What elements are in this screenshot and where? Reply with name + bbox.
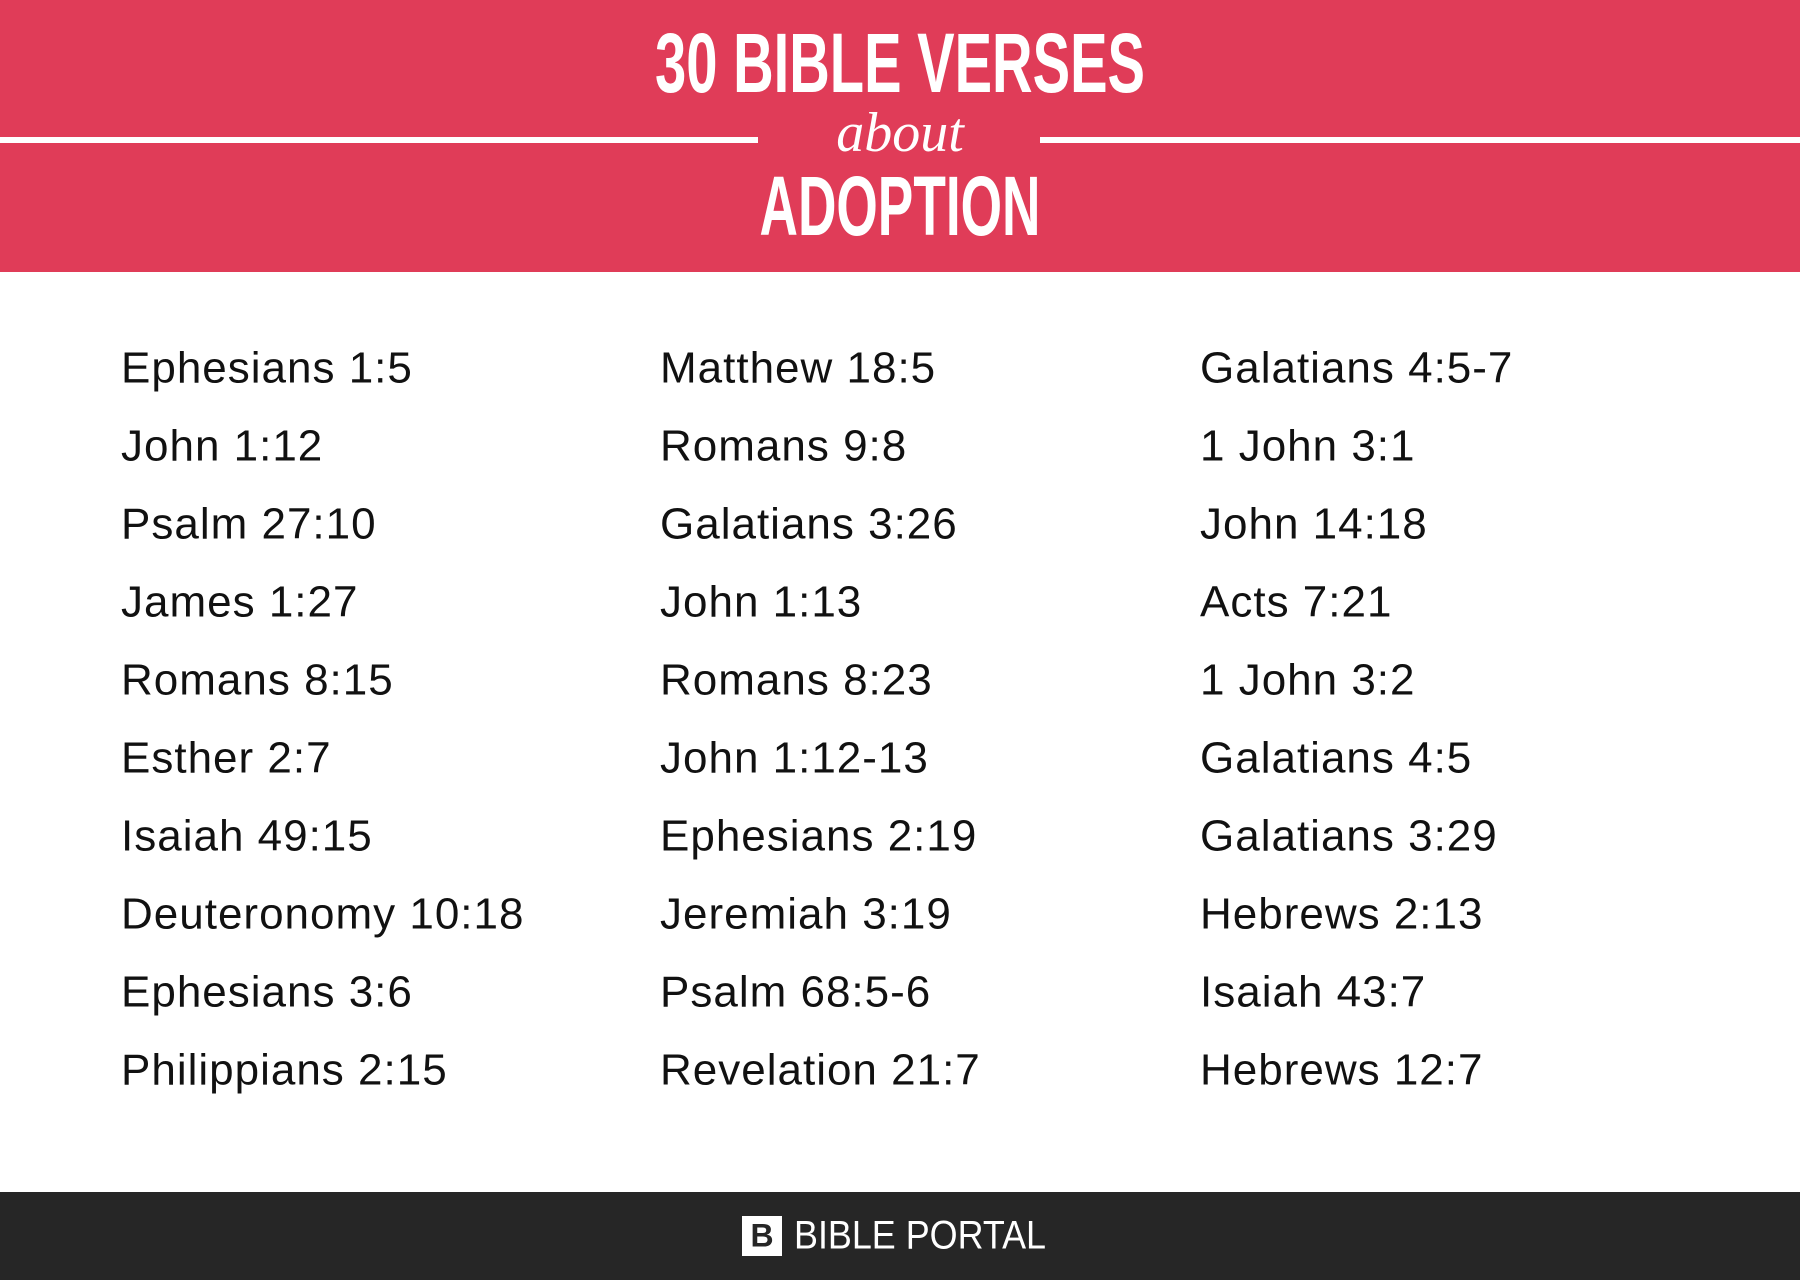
- verse-reference: Psalm 68:5-6: [660, 968, 931, 1017]
- subtitle: about: [836, 102, 965, 164]
- verse-reference: Ephesians 2:19: [660, 812, 977, 861]
- verse-reference: James 1:27: [121, 578, 358, 627]
- header-band: [0, 0, 1800, 272]
- verse-reference: Philippians 2:15: [121, 1046, 448, 1095]
- verse-lists: Ephesians 1:5 John 1:12 Psalm 27:10 James 1…: [121, 344, 1513, 1095]
- verse-reference: Jeremiah 3:19: [660, 890, 952, 939]
- footer-logo: B: [750, 1217, 773, 1253]
- verse-reference: Galatians 4:5: [1200, 734, 1472, 783]
- verse-reference: 1 John 3:2: [1200, 656, 1416, 705]
- verse-reference: John 1:12-13: [660, 734, 929, 783]
- verse-reference: Revelation 21:7: [660, 1046, 981, 1095]
- verse-reference: Hebrews 2:13: [1200, 890, 1483, 939]
- verse-reference: John 14:18: [1200, 500, 1428, 549]
- verse-reference: Romans 9:8: [660, 422, 907, 471]
- title: 30 BIBLE VERSES: [655, 16, 1145, 110]
- verse-reference: Ephesians 3:6: [121, 968, 413, 1017]
- verse-reference: Matthew 18:5: [660, 344, 936, 393]
- header-rule: [0, 137, 758, 143]
- topic: ADOPTION: [760, 159, 1041, 253]
- verse-reference: John 1:13: [660, 578, 862, 627]
- verse-reference: Isaiah 49:15: [121, 812, 373, 861]
- verse-reference: Galatians 3:26: [660, 500, 958, 549]
- verse-reference: Deuteronomy 10:18: [121, 890, 524, 939]
- verse-reference: Esther 2:7: [121, 734, 332, 783]
- footer-logo-box: [742, 1216, 782, 1256]
- footer-brand: BIBLE PORTAL: [794, 1214, 1046, 1258]
- verse-reference: John 1:12: [121, 422, 323, 471]
- verse-reference: Galatians 4:5-7: [1200, 344, 1513, 393]
- verse-reference: Ephesians 1:5: [121, 344, 413, 393]
- verse-reference: Galatians 3:29: [1200, 812, 1498, 861]
- verse-reference: Isaiah 43:7: [1200, 968, 1426, 1017]
- verse-reference: Psalm 27:10: [121, 500, 377, 549]
- verse-reference: Romans 8:23: [660, 656, 933, 705]
- verse-reference: Acts 7:21: [1200, 578, 1392, 627]
- header-rule: [1040, 137, 1800, 143]
- verse-reference: Romans 8:15: [121, 656, 394, 705]
- footer-band: [0, 1192, 1800, 1280]
- verse-reference: 1 John 3:1: [1200, 422, 1416, 471]
- verse-reference: Hebrews 12:7: [1200, 1046, 1483, 1095]
